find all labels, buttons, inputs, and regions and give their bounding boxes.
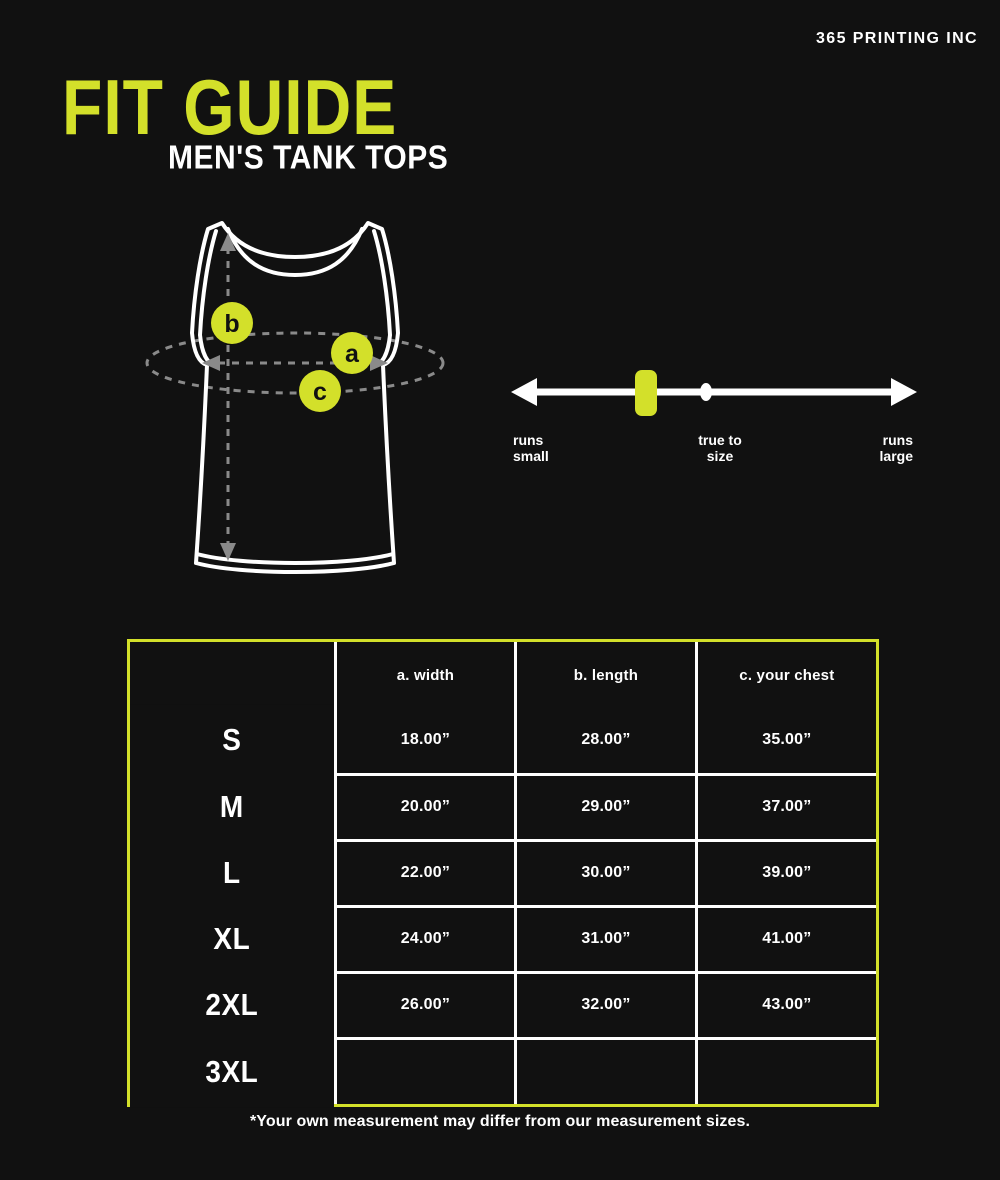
cell-length	[515, 1038, 698, 1104]
size-table-container: a. width b. length c. your chest S 18.00…	[127, 639, 879, 1108]
fit-scale-marker	[635, 370, 657, 416]
cell-chest	[696, 1038, 876, 1104]
cell-chest: 39.00”	[696, 840, 876, 908]
cell-width: 18.00”	[335, 708, 518, 776]
cell-chest: 43.00”	[696, 972, 876, 1040]
cell-size: 2XL	[130, 968, 337, 1043]
table-row: 2XL 26.00” 32.00” 43.00”	[130, 968, 876, 1043]
cell-length: 31.00”	[515, 906, 698, 974]
table-header-width: a. width	[335, 642, 518, 708]
marker-b-label: b	[224, 310, 239, 338]
fit-scale-left-arrow	[511, 378, 537, 406]
tank-top-neckline	[226, 227, 364, 278]
table-header-chest: c. your chest	[696, 642, 876, 708]
fit-scale-label-true-to-size: true to size	[698, 432, 742, 464]
table-row: 3XL	[130, 1034, 876, 1108]
fit-scale-labels: runs small true to size runs large	[495, 432, 935, 482]
fit-scale-true-to-size-dot	[700, 383, 712, 401]
table-row: L 22.00” 30.00” 39.00”	[130, 836, 876, 911]
marker-c: c	[299, 370, 341, 412]
marker-a-label: a	[345, 340, 360, 368]
cell-length: 32.00”	[515, 972, 698, 1040]
cell-width: 22.00”	[335, 840, 518, 908]
cell-chest: 37.00”	[696, 774, 876, 842]
cell-length: 28.00”	[515, 708, 698, 776]
table-header-length: b. length	[515, 642, 698, 708]
tank-top-left-strap-inner	[197, 229, 218, 367]
cell-width: 24.00”	[335, 906, 518, 974]
cell-size: M	[130, 770, 337, 845]
chest-circumference-guide	[145, 331, 445, 395]
cell-size: XL	[130, 902, 337, 977]
table-header-row: a. width b. length c. your chest	[130, 642, 876, 708]
tank-top-illustration: b a c	[140, 205, 450, 605]
cell-chest: 35.00”	[696, 708, 876, 776]
cell-length: 29.00”	[515, 774, 698, 842]
cell-size: L	[130, 836, 337, 911]
brand-label: 365 PRINTING INC	[816, 30, 978, 47]
measurement-disclaimer: *Your own measurement may differ from ou…	[249, 1113, 751, 1130]
cell-chest: 41.00”	[696, 906, 876, 974]
marker-c-label: c	[313, 378, 327, 406]
fit-scale-label-runs-small: runs small	[513, 432, 549, 464]
marker-b: b	[211, 302, 253, 344]
table-header-size	[130, 642, 337, 708]
fit-scale-label-runs-large: runs large	[879, 432, 913, 464]
cell-width: 26.00”	[335, 972, 518, 1040]
tank-top-hem-line	[195, 552, 395, 565]
cell-size: S	[130, 704, 337, 779]
cell-width	[335, 1038, 518, 1104]
size-table: a. width b. length c. your chest S 18.00…	[130, 642, 876, 1108]
table-row: M 20.00” 29.00” 37.00”	[130, 770, 876, 845]
tank-top-right-strap-inner	[372, 229, 393, 367]
marker-a: a	[331, 332, 373, 374]
page-title: FIT GUIDE	[62, 63, 398, 151]
table-row: XL 24.00” 31.00” 41.00”	[130, 902, 876, 977]
cell-length: 30.00”	[515, 840, 698, 908]
cell-size: 3XL	[130, 1034, 337, 1108]
cell-width: 20.00”	[335, 774, 518, 842]
table-row: S 18.00” 28.00” 35.00”	[130, 704, 876, 779]
page-subtitle: MEN'S TANK TOPS	[168, 139, 449, 177]
length-measure-arrow	[220, 233, 236, 561]
fit-scale	[495, 360, 935, 480]
fit-scale-right-arrow	[891, 378, 917, 406]
